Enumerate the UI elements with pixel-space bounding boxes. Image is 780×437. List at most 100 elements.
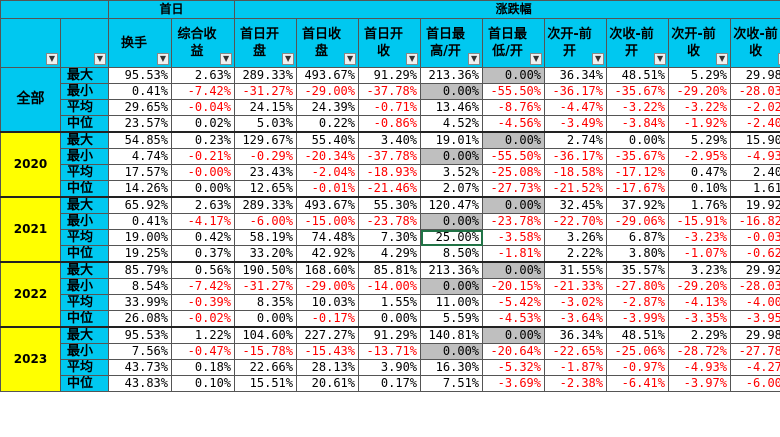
data-cell[interactable]: -1.07% (668, 245, 732, 263)
data-cell[interactable]: 1.61% (730, 180, 780, 198)
data-cell[interactable]: -2.95% (668, 148, 732, 165)
filter-dropdown-icon[interactable]: ▼ (778, 53, 780, 65)
data-cell[interactable]: 213.36% (420, 261, 484, 279)
data-cell[interactable]: 55.40% (296, 131, 360, 149)
stat-label[interactable]: 平均 (60, 294, 109, 311)
data-cell[interactable]: -35.67% (606, 83, 670, 100)
data-cell[interactable]: -17.67% (606, 180, 670, 198)
data-cell[interactable]: 6.87% (606, 229, 670, 246)
data-cell[interactable]: 0.00% (170, 180, 236, 198)
data-cell[interactable]: -4.93% (668, 359, 732, 376)
stat-label[interactable]: 中位 (60, 375, 109, 392)
data-cell[interactable]: 7.51% (420, 375, 484, 392)
data-cell[interactable]: -22.70% (544, 213, 608, 230)
data-cell[interactable]: 29.98% (730, 326, 780, 344)
column-header[interactable]: 首日最 低/开 ▼ (482, 18, 546, 68)
data-cell[interactable]: 15.90% (730, 131, 780, 149)
data-cell[interactable]: -2.38% (544, 375, 608, 392)
data-cell[interactable]: -0.62% (730, 245, 780, 263)
data-cell[interactable]: 24.39% (296, 99, 360, 116)
data-cell[interactable]: -29.00% (296, 83, 360, 100)
column-header[interactable]: 综合收 益 ▼ (170, 18, 236, 68)
data-cell[interactable]: 13.46% (420, 99, 484, 116)
data-cell[interactable]: -5.42% (482, 294, 546, 311)
data-cell[interactable]: 0.18% (170, 359, 236, 376)
data-cell[interactable]: -20.15% (482, 278, 546, 295)
data-cell[interactable]: -3.69% (482, 375, 546, 392)
data-cell[interactable]: 4.29% (358, 245, 422, 263)
stat-label[interactable]: 最大 (60, 131, 109, 149)
data-cell[interactable]: 43.73% (108, 359, 172, 376)
data-cell[interactable]: 1.55% (358, 294, 422, 311)
data-cell[interactable]: -14.00% (358, 278, 422, 295)
data-cell[interactable]: 95.53% (108, 326, 172, 344)
data-cell[interactable]: -0.47% (170, 343, 236, 360)
data-cell[interactable]: 28.13% (296, 359, 360, 376)
data-cell[interactable]: 0.00% (482, 196, 546, 214)
data-cell[interactable]: 0.00% (358, 310, 422, 328)
data-cell[interactable]: -21.33% (544, 278, 608, 295)
data-cell[interactable]: -4.93% (730, 148, 780, 165)
data-cell[interactable]: -4.47% (544, 99, 608, 116)
data-cell[interactable]: 17.57% (108, 164, 172, 181)
data-cell[interactable]: -0.01% (296, 180, 360, 198)
data-cell[interactable]: -4.56% (482, 115, 546, 133)
filter-dropdown-icon[interactable]: ▼ (468, 53, 481, 65)
data-cell[interactable]: -15.91% (668, 213, 732, 230)
data-cell[interactable]: 25.00% (420, 229, 484, 246)
data-cell[interactable]: -21.46% (358, 180, 422, 198)
data-cell[interactable]: -0.71% (358, 99, 422, 116)
data-cell[interactable]: 37.92% (606, 196, 670, 214)
stat-label[interactable]: 最小 (60, 83, 109, 100)
data-cell[interactable]: 3.90% (358, 359, 422, 376)
filter-dropdown-icon[interactable]: ▼ (220, 53, 233, 65)
data-cell[interactable]: -36.17% (544, 83, 608, 100)
data-cell[interactable]: 0.00% (234, 310, 298, 328)
data-cell[interactable]: 33.20% (234, 245, 298, 263)
stat-label[interactable]: 平均 (60, 229, 109, 246)
filter-dropdown-icon[interactable]: ▼ (344, 53, 357, 65)
data-cell[interactable]: 8.54% (108, 278, 172, 295)
data-cell[interactable]: -4.53% (482, 310, 546, 328)
stat-label[interactable]: 中位 (60, 115, 109, 133)
data-cell[interactable]: -21.52% (544, 180, 608, 198)
data-cell[interactable]: -0.02% (170, 310, 236, 328)
data-cell[interactable]: -6.41% (606, 375, 670, 392)
data-cell[interactable]: -23.78% (358, 213, 422, 230)
data-cell[interactable]: 493.67% (296, 67, 360, 84)
data-cell[interactable]: 0.47% (668, 164, 732, 181)
data-cell[interactable]: -28.03% (730, 83, 780, 100)
data-cell[interactable]: 0.41% (108, 213, 172, 230)
data-cell[interactable]: -15.78% (234, 343, 298, 360)
filter-dropdown-icon[interactable]: ▼ (406, 53, 419, 65)
data-cell[interactable]: -23.78% (482, 213, 546, 230)
data-cell[interactable]: -3.22% (668, 99, 732, 116)
data-cell[interactable]: -4.00% (730, 294, 780, 311)
filter-dropdown-icon[interactable]: ▼ (716, 53, 729, 65)
data-cell[interactable]: -4.17% (170, 213, 236, 230)
data-cell[interactable]: 19.92% (730, 196, 780, 214)
stat-label[interactable]: 最小 (60, 343, 109, 360)
corner-cell[interactable] (0, 0, 109, 19)
data-cell[interactable]: -3.95% (730, 310, 780, 328)
data-cell[interactable]: 19.25% (108, 245, 172, 263)
data-cell[interactable]: -3.97% (668, 375, 732, 392)
column-header[interactable]: 首日开 收 ▼ (358, 18, 422, 68)
data-cell[interactable]: 0.00% (420, 213, 484, 230)
group-label[interactable]: 2023 (0, 326, 61, 392)
group-label[interactable]: 2020 (0, 131, 61, 198)
data-cell[interactable]: -35.67% (606, 148, 670, 165)
stat-label[interactable]: 平均 (60, 164, 109, 181)
data-cell[interactable]: -3.84% (606, 115, 670, 133)
data-cell[interactable]: 0.56% (170, 261, 236, 279)
data-cell[interactable]: -3.58% (482, 229, 546, 246)
data-cell[interactable]: 95.53% (108, 67, 172, 84)
data-cell[interactable]: 15.51% (234, 375, 298, 392)
data-cell[interactable]: 12.65% (234, 180, 298, 198)
data-cell[interactable]: 14.26% (108, 180, 172, 198)
data-cell[interactable]: -2.40% (730, 115, 780, 133)
column-header[interactable]: 次收-前 收▼ (730, 18, 780, 68)
data-cell[interactable]: 5.29% (668, 67, 732, 84)
data-cell[interactable]: -0.03% (730, 229, 780, 246)
data-cell[interactable]: 26.08% (108, 310, 172, 328)
